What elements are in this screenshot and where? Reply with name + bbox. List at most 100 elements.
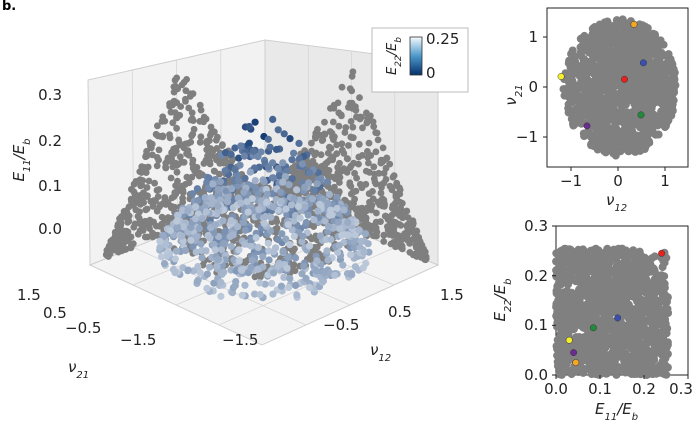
projection-point [124,219,131,226]
surface-point [241,240,249,248]
scatter-point [652,67,661,76]
surface-point [321,217,329,225]
surface-point [251,118,259,126]
surface-point [288,201,296,209]
z-tick-label: 0.0 [38,220,62,238]
x-axis-label: E11/Eb [595,400,638,422]
projection-point [380,231,388,239]
scatter-point [612,343,621,352]
surface-point [192,203,200,211]
surface-point [248,256,256,264]
scatter-point [560,244,569,253]
scatter-point [558,322,566,330]
surface-point [348,271,356,279]
projection-point [169,119,177,127]
scatter-point [663,59,672,67]
projection-point [122,237,130,245]
projection-point [132,178,140,185]
scatter-point [574,313,582,321]
surface-point [347,251,355,259]
scatter-point [593,137,602,146]
scatter-point [646,331,655,340]
projection-point [290,261,298,268]
scatter-point [553,282,562,291]
projection-point [183,173,191,181]
surface-point [261,280,269,288]
scatter-point [565,265,574,274]
scatter-point [595,275,604,284]
surface-point [237,266,246,274]
surface-point [274,126,282,134]
projection-point [363,118,371,125]
projection-point [197,133,205,141]
scatter-cloud [552,244,673,379]
surface-point [181,246,190,255]
projection-point [330,104,338,112]
surface-point [213,262,221,270]
projection-point [188,109,196,117]
surface-point [293,186,301,194]
z-tick-label: 0.2 [38,132,62,150]
surface-point [357,237,365,245]
scatter-point [622,246,630,255]
surface-point [300,262,308,270]
scatter-point [669,80,678,89]
scatter-point [595,38,604,47]
colorbar-legend: E22/Eb 0.25 0 [371,27,469,93]
scatter-point [587,139,596,148]
scatter-point [564,92,573,101]
surface-point [172,247,180,255]
surface-point [173,217,181,225]
scatter-point [643,24,652,33]
projection-point [347,200,355,208]
surface-point [179,223,187,231]
projection-point [170,193,178,201]
projection-point [174,160,182,168]
scatter-point [611,107,620,116]
scatter-point [661,305,669,314]
scatter-point [604,60,613,69]
scatter-point [650,30,659,39]
projection-point [135,214,143,222]
projection-point [143,184,151,191]
surface-point [246,168,254,176]
scatter-point [651,60,660,69]
projection-point [366,198,373,206]
scatter-point [628,89,637,98]
surface-point [282,205,290,213]
scatter-point [620,295,629,304]
surface-point [313,267,321,275]
projection-point [193,164,201,171]
surface-point [313,257,321,265]
scatter-point [576,98,585,107]
projection-point [207,148,215,155]
scatter-point [614,296,623,305]
scatter-point [631,255,640,264]
surface-point [201,194,209,202]
highlight-point [583,122,591,130]
scatter-point [652,287,661,296]
projection-point [401,230,409,238]
scatter-point [621,368,630,377]
projection-point [384,216,392,223]
projection-point [113,237,120,245]
projection-point [155,186,163,193]
highlight-point [557,73,565,80]
projection-point [393,198,401,205]
projection-point [137,200,144,208]
surface-point [254,190,262,198]
surface-point [274,262,282,270]
colorbar-label: E22/Eb [385,37,404,75]
surface-point [241,226,249,234]
projection-point [145,177,153,185]
surface-point [290,149,298,157]
surface-point [234,223,242,231]
projection-point [359,124,366,132]
x-tick-label: −1.5 [222,331,258,349]
surface-point [288,226,296,234]
scatter-point [601,280,610,289]
surface-point [235,177,243,185]
surface-point [214,185,222,193]
